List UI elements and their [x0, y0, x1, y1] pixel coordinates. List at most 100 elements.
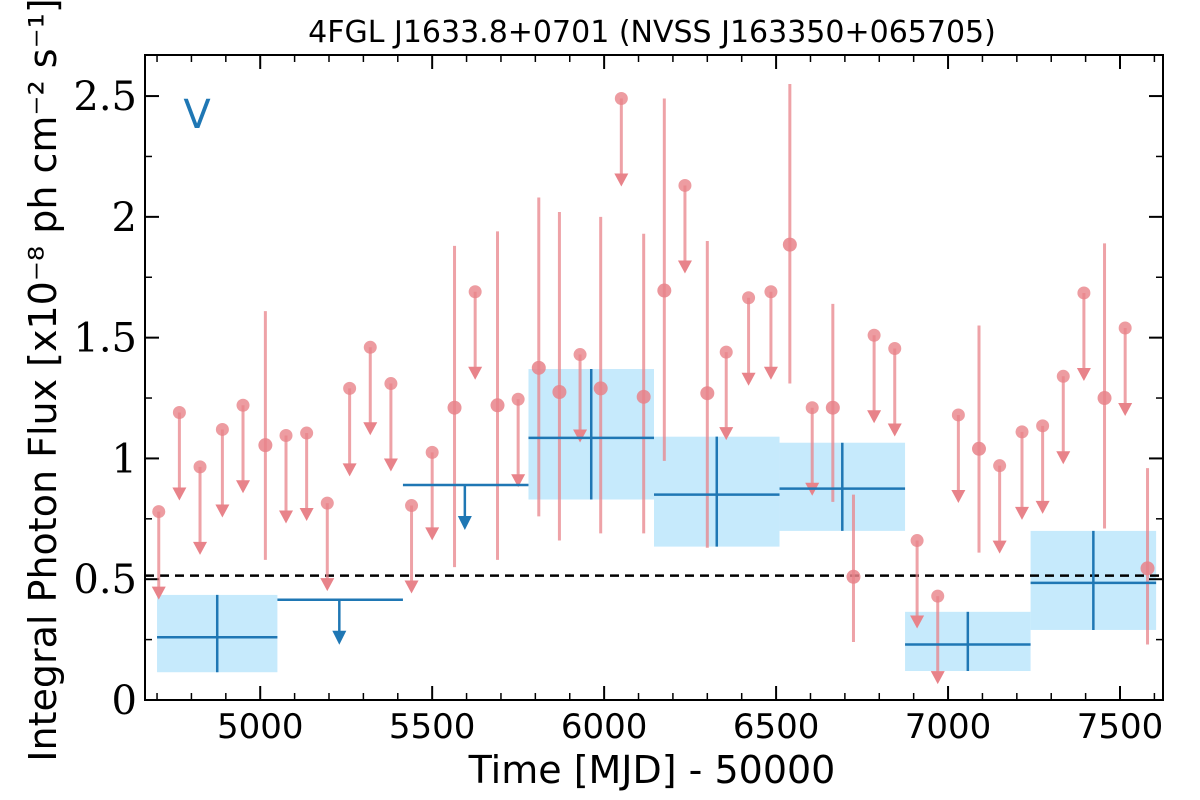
- monthly-upper-limit-arrow-10: [363, 422, 378, 436]
- monthly-upper-limit-arrow-12: [404, 580, 419, 594]
- y-tick-label: 1.5: [73, 316, 137, 362]
- monthly-point-18: [531, 360, 546, 375]
- y-axis-label: Integral Photon Flux [x10⁻⁸ ph cm⁻² s⁻¹]: [21, 0, 65, 762]
- monthly-point-46: [1118, 321, 1132, 335]
- plot-frame: [144, 54, 1164, 701]
- monthly-point-29: [764, 285, 778, 299]
- monthly-upper-limit-arrow-9: [342, 463, 357, 477]
- monthly-point-40: [993, 459, 1007, 473]
- monthly-point-12: [405, 499, 419, 513]
- monthly-upper-limit-arrow-22: [614, 173, 629, 187]
- monthly-point-30: [782, 237, 797, 252]
- monthly-upper-limit-arrow-1: [172, 487, 187, 501]
- monthly-point-21: [593, 381, 608, 396]
- monthly-upper-limit-arrow-29: [763, 366, 778, 380]
- band-label: V: [183, 92, 211, 138]
- monthly-point-37: [931, 589, 945, 603]
- y-tick-label: 2.5: [73, 74, 137, 120]
- monthly-point-8: [320, 496, 334, 510]
- monthly-point-15: [468, 285, 482, 299]
- monthly-point-28: [742, 291, 756, 305]
- monthly-point-20: [573, 348, 587, 362]
- monthly-point-27: [719, 345, 733, 359]
- monthly-point-26: [700, 386, 715, 401]
- monthly-point-39: [972, 441, 987, 456]
- monthly-upper-limit-arrow-25: [677, 260, 692, 274]
- monthly-point-24: [657, 283, 672, 298]
- monthly-upper-limit-arrow-41: [1014, 506, 1029, 520]
- monthly-point-1: [172, 406, 186, 420]
- monthly-point-11: [384, 377, 398, 391]
- monthly-upper-limit-arrow-6: [279, 510, 294, 524]
- x-tick-label: 6500: [733, 707, 820, 747]
- monthly-point-41: [1015, 425, 1029, 439]
- monthly-upper-limit-arrow-46: [1118, 402, 1133, 416]
- monthly-point-23: [636, 389, 651, 404]
- monthly-upper-limit-arrow-8: [320, 578, 335, 592]
- x-tick-label: 6000: [561, 707, 648, 747]
- monthly-point-42: [1036, 419, 1050, 433]
- monthly-upper-limit-arrow-43: [1056, 451, 1071, 465]
- monthly-upper-limit-arrow-13: [425, 527, 440, 541]
- monthly-point-35: [888, 342, 902, 356]
- monthly-point-33: [846, 569, 861, 584]
- monthly-upper-limit-arrow-34: [867, 410, 882, 424]
- monthly-point-14: [447, 400, 462, 415]
- monthly-upper-limit-arrow-3: [215, 504, 230, 518]
- monthly-upper-limit-arrow-4: [236, 480, 251, 494]
- y-tick-label: 0.5: [73, 557, 137, 603]
- chart-title: 4FGL J1633.8+0701 (NVSS J163350+065705): [308, 15, 996, 50]
- monthly-point-43: [1056, 369, 1070, 383]
- monthly-upper-limit-arrow-36: [910, 615, 925, 629]
- monthly-point-13: [425, 445, 439, 459]
- monthly-upper-limit-arrow-17: [511, 474, 526, 488]
- monthly-upper-limit-arrow-11: [383, 458, 398, 472]
- monthly-point-44: [1077, 286, 1091, 300]
- monthly-upper-limit-arrow-0: [151, 586, 166, 600]
- x-tick-label: 7000: [905, 707, 992, 747]
- monthly-point-25: [678, 178, 692, 192]
- monthly-point-38: [951, 408, 965, 422]
- y-tick-label: 2: [112, 195, 137, 241]
- yearly-upper-limit-arrow-1: [332, 630, 347, 645]
- monthly-point-19: [552, 384, 567, 399]
- monthly-point-45: [1097, 391, 1112, 406]
- monthly-upper-limit-arrow-28: [741, 372, 756, 386]
- monthly-upper-limit-arrow-35: [887, 423, 902, 437]
- x-tick-label: 7500: [1077, 707, 1164, 747]
- monthly-upper-limit-arrow-2: [193, 541, 208, 555]
- monthly-upper-limit-arrow-37: [930, 671, 945, 685]
- yearly-upper-limit-arrow-2: [457, 516, 472, 530]
- monthly-point-34: [867, 328, 881, 342]
- monthly-point-22: [614, 91, 628, 105]
- monthly-upper-limit-arrow-42: [1035, 500, 1050, 514]
- x-axis-label: Time [MJD] - 50000: [468, 748, 836, 792]
- monthly-point-3: [215, 422, 229, 436]
- monthly-point-4: [236, 398, 250, 412]
- monthly-upper-limit-arrow-20: [573, 429, 588, 443]
- monthly-point-31: [805, 401, 819, 415]
- monthly-point-9: [343, 381, 357, 395]
- monthly-upper-limit-arrow-40: [992, 540, 1007, 554]
- plot-area: 5000 5500 6000 6500 7000 7500 0 0.5 1 1.5 2 2.5 V: [73, 55, 1163, 747]
- monthly-point-16: [490, 398, 505, 413]
- monthly-upper-limit-arrow-38: [951, 489, 966, 503]
- monthly-point-7: [300, 426, 314, 440]
- monthly-upper-limit-arrow-27: [719, 427, 734, 441]
- monthly-point-6: [279, 428, 293, 442]
- monthly-point-2: [193, 460, 207, 474]
- y-tick-label: 1: [112, 436, 137, 482]
- monthly-upper-limit-arrow-15: [468, 366, 483, 380]
- monthly-point-32: [825, 400, 840, 415]
- monthly-upper-limit-arrow-7: [299, 508, 314, 522]
- x-tick-label: 5500: [389, 707, 476, 747]
- monthly-point-36: [910, 534, 924, 548]
- monthly-upper-limit-arrow-44: [1076, 367, 1091, 381]
- x-tick-label: 5000: [217, 707, 304, 747]
- monthly-point-47: [1140, 561, 1155, 576]
- monthly-point-10: [363, 340, 377, 354]
- monthly-point-5: [258, 438, 273, 453]
- y-tick-label: 0: [112, 678, 137, 724]
- monthly-point-0: [152, 505, 166, 519]
